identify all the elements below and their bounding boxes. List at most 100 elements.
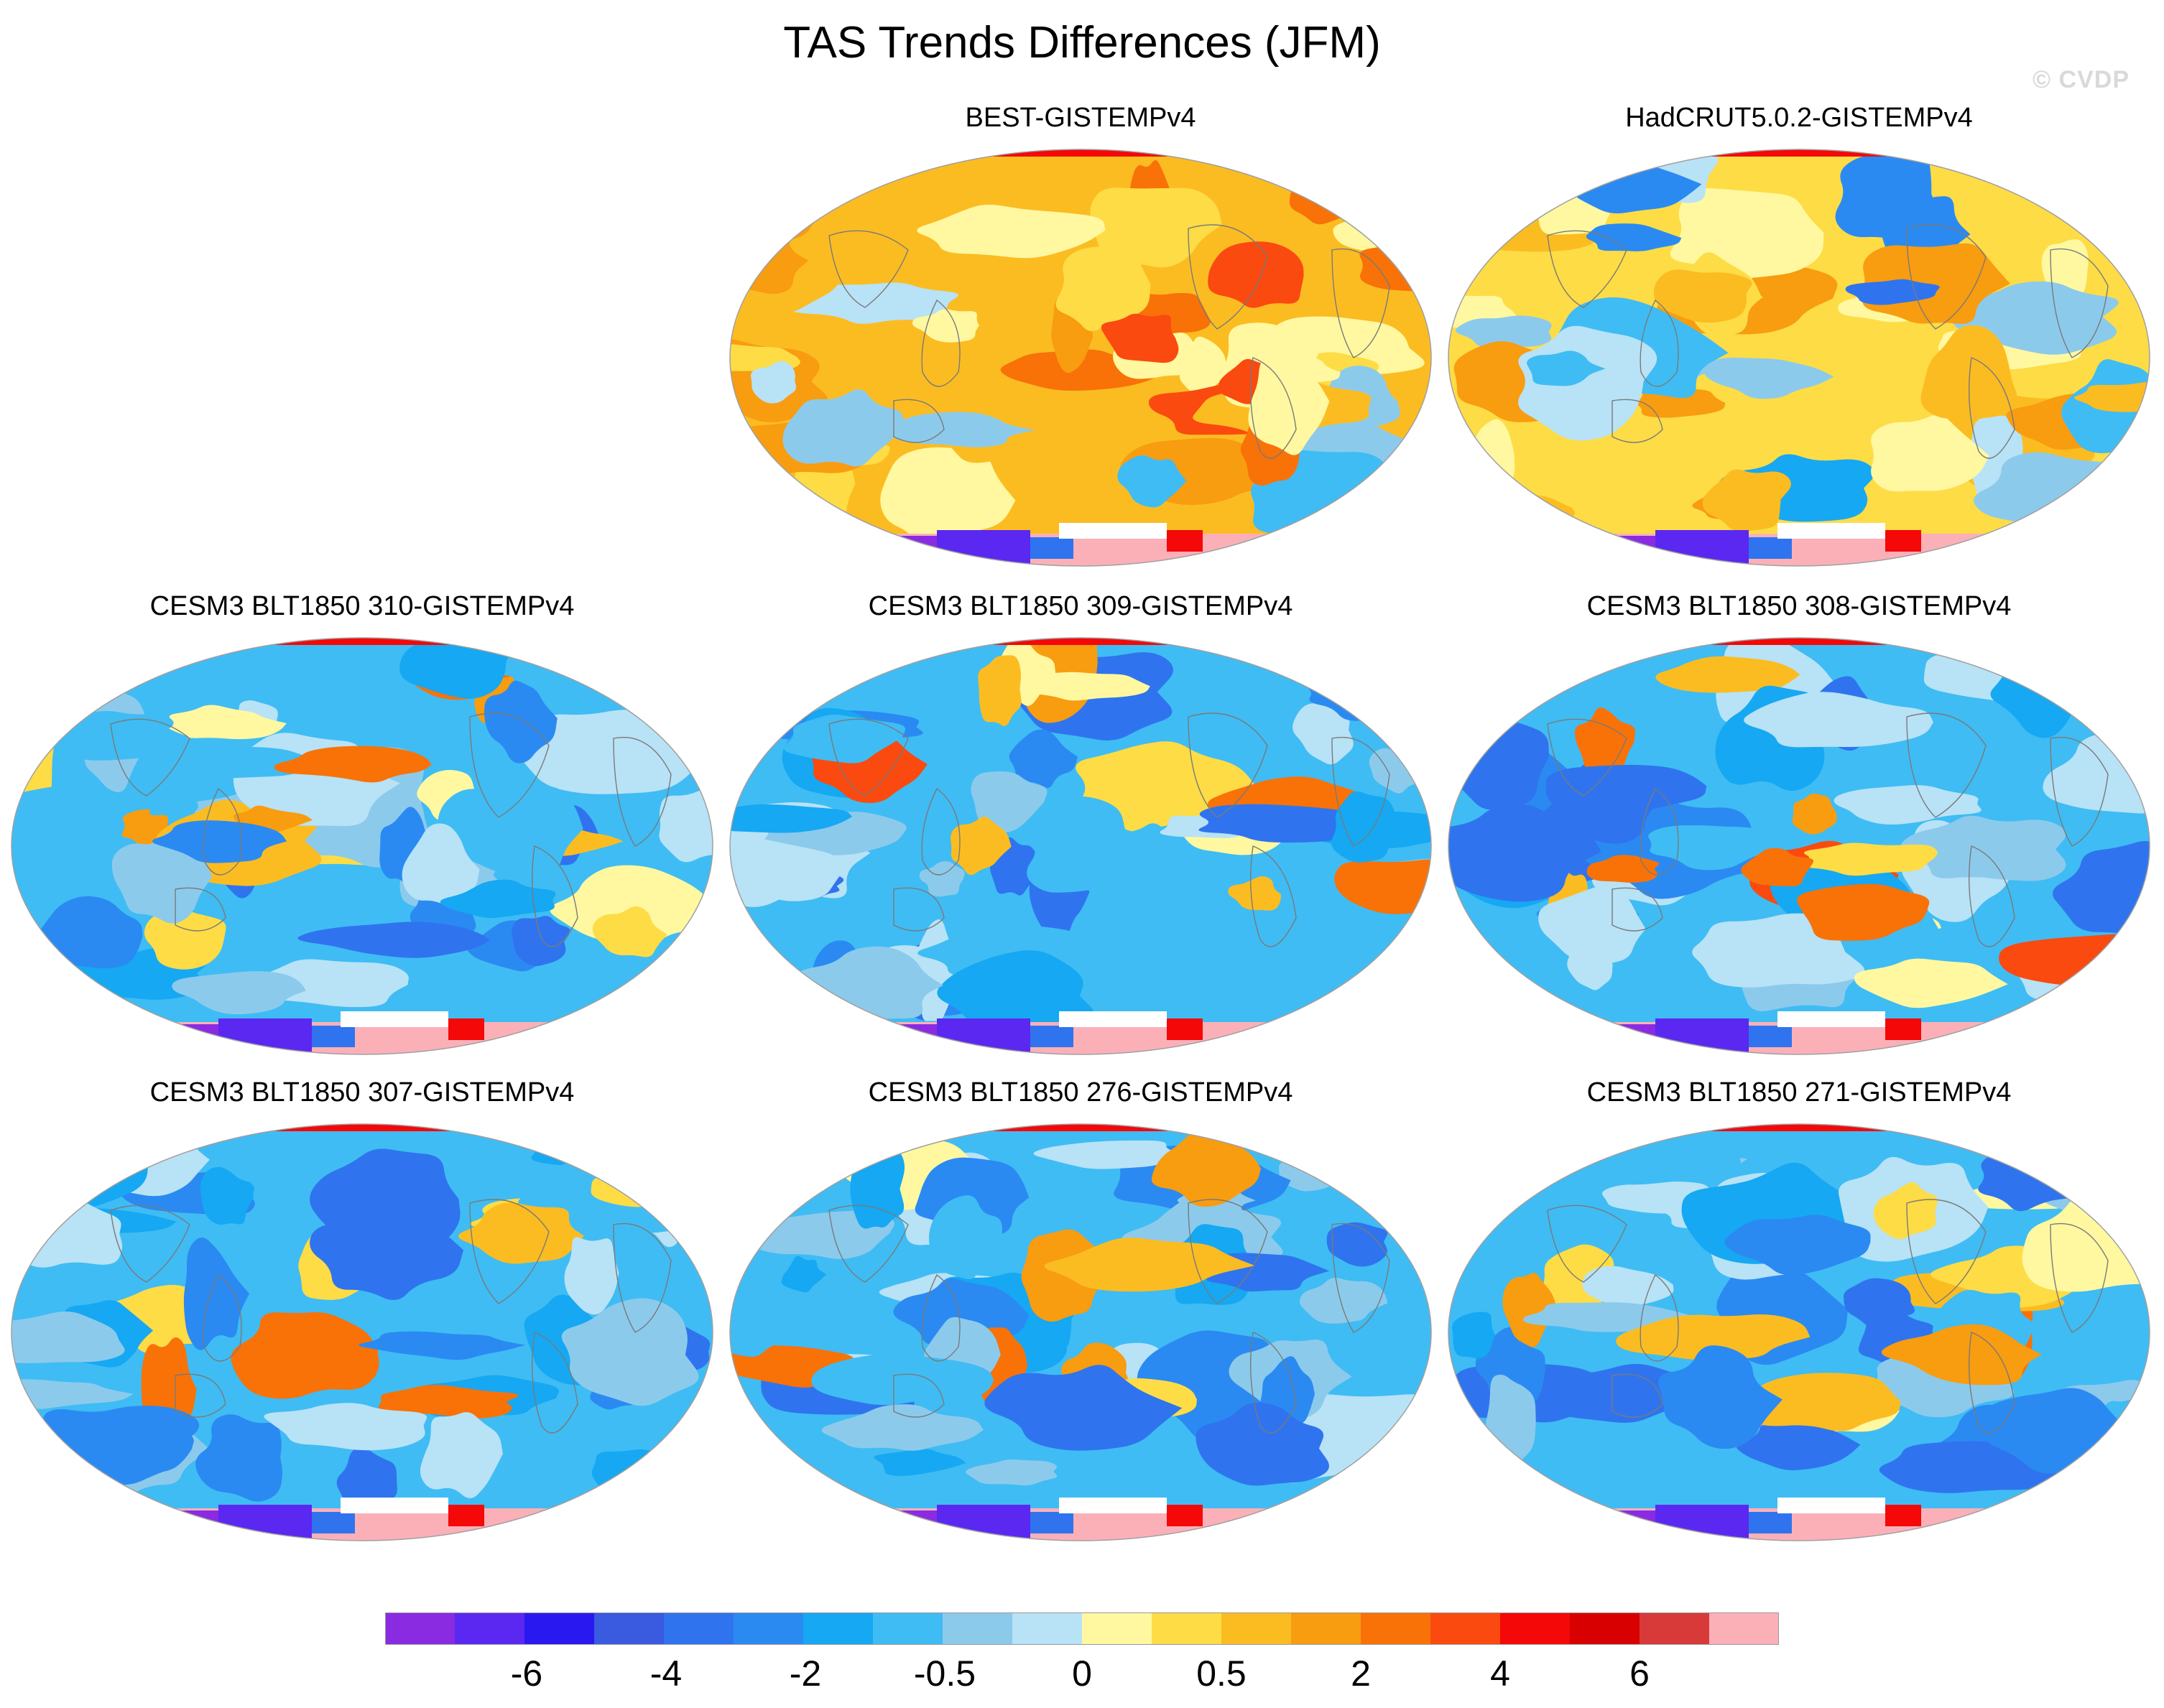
coastline bbox=[1249, 1332, 1297, 1434]
anomaly-region bbox=[661, 1187, 703, 1211]
map-field bbox=[1448, 1124, 2150, 1541]
anomaly-region bbox=[966, 1459, 1058, 1486]
anomaly-region bbox=[1544, 1441, 1659, 1485]
anomaly-region bbox=[231, 1312, 379, 1399]
robinson-map bbox=[1448, 1123, 2150, 1541]
coastline bbox=[1612, 399, 1663, 443]
cvdp-watermark: © CVDP bbox=[2033, 66, 2130, 93]
antarctic-band bbox=[730, 1508, 1431, 1541]
anomaly-region bbox=[730, 343, 800, 371]
anomaly-region bbox=[297, 922, 491, 958]
anomaly-region bbox=[1334, 858, 1431, 914]
colorbar-label: 0.5 bbox=[1196, 1653, 1247, 1694]
anomaly-region bbox=[1703, 357, 1834, 399]
colorbar-label: -2 bbox=[789, 1653, 822, 1694]
anomaly-region bbox=[751, 361, 797, 404]
map-frame bbox=[729, 637, 1432, 1055]
anomaly-region bbox=[894, 412, 1035, 447]
map-field bbox=[11, 638, 713, 1054]
arctic-band bbox=[1448, 149, 2150, 157]
coastline bbox=[1640, 299, 1679, 387]
coastline bbox=[1968, 357, 2015, 459]
anomaly-region bbox=[1845, 279, 1940, 305]
antarctic-patch bbox=[1885, 1505, 1921, 1526]
panel-title: HadCRUT5.0.2-GISTEMPv4 bbox=[1625, 103, 1973, 133]
antarctic-patch bbox=[851, 1510, 937, 1541]
anomaly-region bbox=[1228, 876, 1282, 911]
anomaly-region bbox=[561, 1298, 699, 1406]
coastline bbox=[2050, 736, 2109, 847]
anomaly-region bbox=[420, 1412, 503, 1498]
coastline bbox=[175, 887, 226, 932]
anomaly-region bbox=[1636, 389, 1726, 418]
panel-title: CESM3 BLT1850 276-GISTEMPv4 bbox=[868, 1077, 1293, 1108]
coastline bbox=[203, 787, 242, 876]
anomaly-region bbox=[1331, 791, 1395, 863]
antarctic-missing bbox=[1059, 1498, 1167, 1513]
anomaly-region bbox=[1744, 692, 1933, 748]
antarctic-patch bbox=[1749, 1026, 1792, 1047]
anomaly-region bbox=[1724, 1215, 1871, 1276]
anomaly-region bbox=[1737, 1423, 1861, 1470]
robinson-map bbox=[729, 149, 1432, 567]
coastline bbox=[828, 718, 909, 797]
coastline bbox=[921, 787, 961, 876]
anomaly-region bbox=[850, 1139, 905, 1229]
antarctic-missing bbox=[1777, 1498, 1885, 1513]
anomaly-region bbox=[531, 1128, 673, 1170]
anomaly-region bbox=[1009, 729, 1078, 789]
map-panel-310: CESM3 BLT1850 310-GISTEMPv4 bbox=[3, 589, 721, 1070]
anomaly-region bbox=[1873, 1182, 1938, 1240]
map-panel-best: BEST-GISTEMPv4 bbox=[721, 101, 1440, 582]
panel-title: CESM3 BLT1850 271-GISTEMPv4 bbox=[1586, 1077, 2012, 1108]
anomaly-region bbox=[200, 1166, 254, 1225]
antarctic-patch bbox=[1030, 1026, 1073, 1047]
anomaly-region bbox=[1101, 313, 1179, 363]
coastline bbox=[1331, 736, 1390, 847]
anomaly-region bbox=[978, 655, 1022, 726]
colorbar-label: -6 bbox=[510, 1653, 543, 1694]
antarctic-patch bbox=[448, 1505, 484, 1526]
anomaly-region bbox=[971, 771, 1048, 833]
anomaly-region bbox=[1582, 1266, 1674, 1306]
anomaly-region bbox=[167, 705, 287, 740]
antarctic-patch bbox=[937, 1505, 1030, 1539]
coastline bbox=[921, 299, 961, 387]
anomaly-region bbox=[1843, 1278, 1915, 1327]
coastline bbox=[531, 845, 578, 947]
coastline bbox=[469, 713, 550, 818]
coastline bbox=[1612, 1373, 1663, 1418]
coastline bbox=[828, 1205, 909, 1283]
map-frame bbox=[1448, 1123, 2150, 1541]
map-field bbox=[11, 1124, 713, 1541]
antarctic-band bbox=[1448, 534, 2150, 566]
anomaly-region bbox=[880, 447, 1016, 554]
coastline bbox=[1188, 713, 1268, 818]
anomaly-region bbox=[1862, 243, 2010, 324]
colorbar-label: -0.5 bbox=[913, 1653, 976, 1694]
antarctic-missing bbox=[1777, 523, 1885, 539]
anomaly-region bbox=[1658, 1345, 1782, 1449]
antarctic-patch bbox=[851, 536, 937, 566]
antarctic-patch bbox=[218, 1018, 312, 1053]
colorbar-swatch bbox=[1221, 1612, 1292, 1645]
map-panel-hadcrut: HadCRUT5.0.2-GISTEMPv4 bbox=[1440, 101, 2158, 582]
colorbar-swatch bbox=[1291, 1612, 1361, 1645]
anomaly-region bbox=[512, 916, 570, 966]
anomaly-region bbox=[1702, 469, 1791, 532]
colorbar-label: 0 bbox=[1072, 1653, 1092, 1694]
coastline bbox=[1906, 713, 1987, 818]
coastline bbox=[110, 718, 190, 797]
antarctic-patch bbox=[1749, 537, 1792, 559]
colorbar-swatch bbox=[943, 1612, 1013, 1645]
arctic-band bbox=[730, 1124, 1431, 1131]
figure-title: TAS Trends Differences (JFM) bbox=[783, 18, 1381, 68]
anomaly-region bbox=[1586, 223, 1682, 251]
robinson-map bbox=[11, 637, 713, 1055]
colorbar-swatch bbox=[1709, 1612, 1779, 1645]
map-panel-271: CESM3 BLT1850 271-GISTEMPv4 bbox=[1440, 1075, 2158, 1556]
antarctic-patch bbox=[1655, 1018, 1749, 1053]
anomaly-region bbox=[2074, 381, 2150, 412]
map-panel-307: CESM3 BLT1850 307-GISTEMPv4 bbox=[3, 1075, 721, 1556]
map-field bbox=[730, 1124, 1431, 1541]
